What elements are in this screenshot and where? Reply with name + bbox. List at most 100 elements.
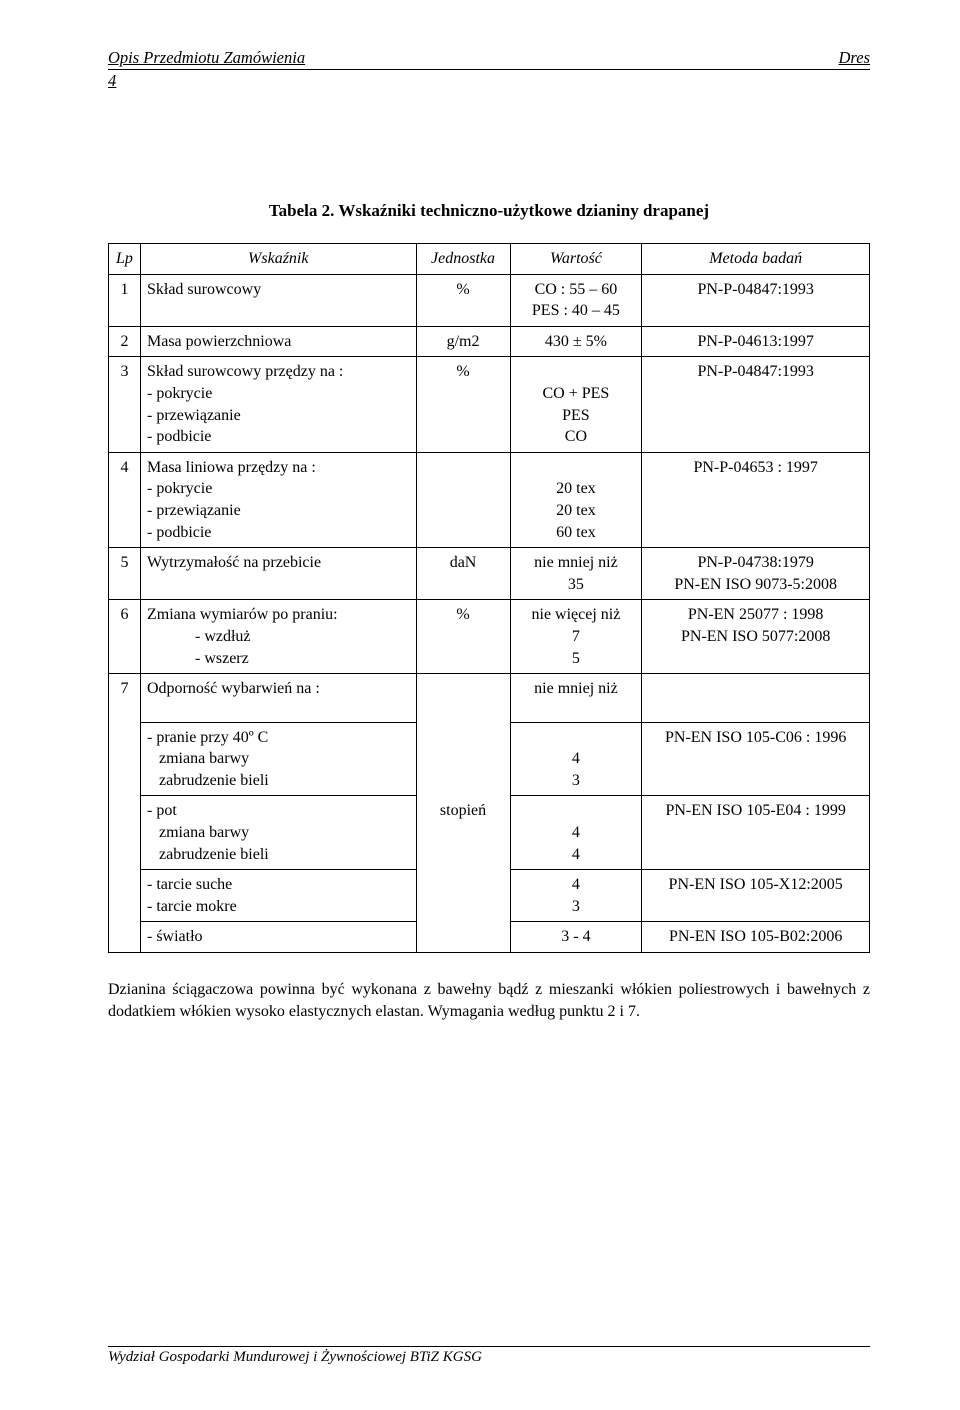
cell-jed: %	[416, 274, 510, 326]
cell-met: PN-EN 25077 : 1998 PN-EN ISO 5077:2008	[642, 600, 870, 674]
value-line: 5	[572, 650, 580, 667]
cell-war: nie więcej niż 7 5	[510, 600, 642, 674]
table-row: 7 Odporność wybarwień na : nie mniej niż	[109, 674, 870, 723]
cell-wsk: Masa powierzchniowa	[140, 326, 416, 357]
col-metoda: Metoda badań	[642, 244, 870, 275]
value-line: - tarcie mokre	[147, 898, 237, 915]
cell-met: PN-P-04847:1993	[642, 274, 870, 326]
value-line: CO + PES	[543, 385, 610, 402]
cell-war: CO : 55 – 60 PES : 40 – 45	[510, 274, 642, 326]
cell-war: CO + PES PES CO	[510, 357, 642, 452]
cell-jed	[416, 870, 510, 922]
value-line: 7	[572, 628, 580, 645]
cell-wsk: Skład surowcowy przędzy na : - pokrycie …	[140, 357, 416, 452]
page: Opis Przedmiotu Zamówienia Dres 4 Tabela…	[0, 0, 960, 1410]
cell-war: nie mniej niż 35	[510, 548, 642, 600]
cell-war: 20 tex 20 tex 60 tex	[510, 452, 642, 547]
cell-met: PN-EN ISO 105-C06 : 1996	[642, 722, 870, 796]
col-lp: Lp	[109, 244, 141, 275]
value-line: - przewiązanie	[147, 407, 241, 424]
value-line: 4	[572, 846, 580, 863]
cell-jed	[416, 452, 510, 547]
col-wartosc: Wartość	[510, 244, 642, 275]
table-row: 6 Zmiana wymiarów po praniu: - wzdłuż - …	[109, 600, 870, 674]
cell-met: PN-P-04847:1993	[642, 357, 870, 452]
cell-war: 4 3	[510, 870, 642, 922]
table-header-row: Lp Wskaźnik Jednostka Wartość Metoda bad…	[109, 244, 870, 275]
value-line: 4	[572, 824, 580, 841]
value-line: - podbicie	[147, 524, 211, 541]
col-jednostka: Jednostka	[416, 244, 510, 275]
value-line: PN-P-04738:1979	[697, 554, 813, 571]
cell-met: PN-EN ISO 105-E04 : 1999	[642, 796, 870, 870]
cell-lp: 2	[109, 326, 141, 357]
cell-wsk: Zmiana wymiarów po praniu: - wzdłuż - ws…	[140, 600, 416, 674]
table-row: 1 Skład surowcowy % CO : 55 – 60 PES : 4…	[109, 274, 870, 326]
cell-wsk: - pranie przy 40º C zmiana barwy zabrudz…	[140, 722, 416, 796]
table-row: 3 Skład surowcowy przędzy na : - pokryci…	[109, 357, 870, 452]
cell-war: 4 3	[510, 722, 642, 796]
cell-war: nie mniej niż	[510, 674, 642, 723]
value-line: - wzdłuż	[147, 626, 410, 648]
value-line: 60 tex	[556, 524, 596, 541]
cell-met: PN-EN ISO 105-X12:2005	[642, 870, 870, 922]
cell-lp: 4	[109, 452, 141, 547]
page-header: Opis Przedmiotu Zamówienia Dres	[108, 48, 870, 70]
cell-lp: 5	[109, 548, 141, 600]
value-line: 4	[572, 750, 580, 767]
cell-wsk: Masa liniowa przędzy na : - pokrycie - p…	[140, 452, 416, 547]
cell-jed: g/m2	[416, 326, 510, 357]
value-line: zmiana barwy	[147, 824, 249, 841]
page-footer: Wydział Gospodarki Mundurowej i Żywności…	[108, 1346, 870, 1366]
cell-wsk: - pot zmiana barwy zabrudzenie bieli	[140, 796, 416, 870]
value-line: PES : 40 – 45	[532, 302, 620, 319]
value-line: 3	[572, 772, 580, 789]
cell-met	[642, 674, 870, 723]
footnote-text: Dzianina ściągaczowa powinna być wykonan…	[108, 979, 870, 1022]
cell-met: PN-P-04613:1997	[642, 326, 870, 357]
cell-jed: %	[416, 357, 510, 452]
value-line: zmiana barwy	[147, 750, 249, 767]
value-line: nie więcej niż	[532, 606, 621, 623]
cell-wsk: - światło	[140, 922, 416, 953]
cell-lp	[109, 922, 141, 953]
value-line: - pranie przy 40º C	[147, 729, 268, 746]
cell-jed	[416, 674, 510, 723]
table-row: 5 Wytrzymałość na przebicie daN nie mnie…	[109, 548, 870, 600]
value-line: PES	[562, 407, 590, 424]
value-line: - tarcie suche	[147, 876, 232, 893]
col-wskaznik: Wskaźnik	[140, 244, 416, 275]
table-row: - światło 3 - 4 PN-EN ISO 105-B02:2006	[109, 922, 870, 953]
value-line: - wszerz	[147, 648, 410, 670]
table-row: - pot zmiana barwy zabrudzenie bieli sto…	[109, 796, 870, 870]
value-line: 4	[572, 876, 580, 893]
cell-jed: stopień	[416, 796, 510, 870]
value-line: Zmiana wymiarów po praniu:	[147, 606, 338, 623]
value-line: PN-EN 25077 : 1998	[688, 606, 824, 623]
value-line: CO	[565, 428, 587, 445]
table-row: - tarcie suche - tarcie mokre 4 3 PN-EN …	[109, 870, 870, 922]
value-line: CO : 55 – 60	[535, 281, 618, 298]
cell-wsk: Odporność wybarwień na :	[140, 674, 416, 723]
value-line: PN-EN ISO 9073-5:2008	[674, 576, 837, 593]
value-line: - pokrycie	[147, 385, 212, 402]
value-line: 35	[568, 576, 584, 593]
value-line: 20 tex	[556, 502, 596, 519]
cell-jed	[416, 922, 510, 953]
table-row: - pranie przy 40º C zmiana barwy zabrudz…	[109, 722, 870, 796]
value-line: 3	[572, 898, 580, 915]
table-title: Tabela 2. Wskaźniki techniczno-użytkowe …	[108, 201, 870, 221]
value-line: zabrudzenie bieli	[147, 846, 269, 863]
cell-lp: 7	[109, 674, 141, 723]
value-line: zabrudzenie bieli	[147, 772, 269, 789]
cell-war: 430 ± 5%	[510, 326, 642, 357]
value-line: nie mniej niż	[534, 554, 618, 571]
cell-wsk: Skład surowcowy	[140, 274, 416, 326]
value-line: Masa liniowa przędzy na :	[147, 459, 316, 476]
value-line: - podbicie	[147, 428, 211, 445]
cell-wsk: Wytrzymałość na przebicie	[140, 548, 416, 600]
cell-war: 3 - 4	[510, 922, 642, 953]
value-line: - pokrycie	[147, 480, 212, 497]
value-line: PN-EN ISO 5077:2008	[681, 628, 830, 645]
cell-lp: 1	[109, 274, 141, 326]
